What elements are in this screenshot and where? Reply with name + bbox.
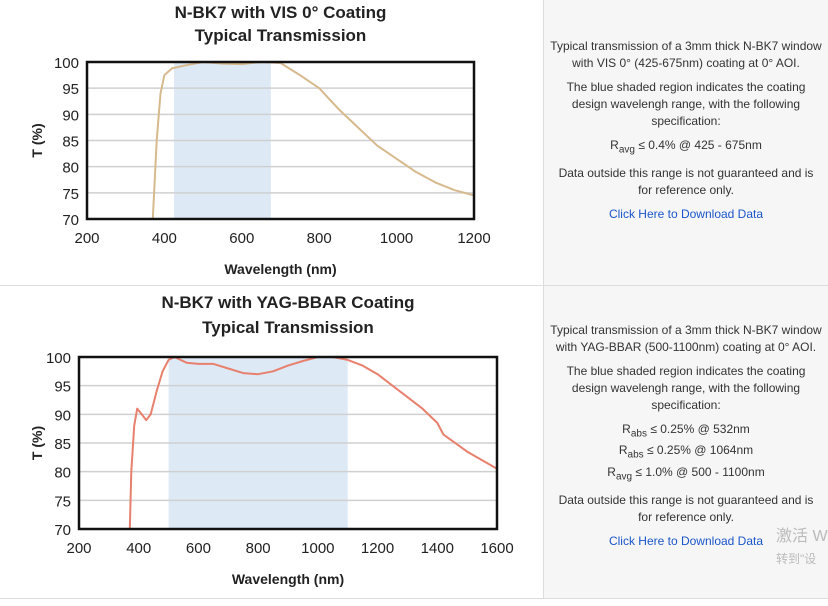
y-axis-label: T (%) bbox=[29, 123, 45, 157]
row-vis: N-BK7 with VIS 0° Coating Typical Transmi… bbox=[0, 0, 828, 286]
x-tick-label: 600 bbox=[229, 230, 254, 247]
y-tick-label: 100 bbox=[54, 55, 79, 72]
y-tick-label: 75 bbox=[62, 186, 79, 203]
chart-title: Typical Transmission bbox=[195, 26, 367, 45]
x-tick-label: 1200 bbox=[361, 540, 394, 557]
x-tick-label: 1000 bbox=[301, 540, 334, 557]
y-tick-label: 95 bbox=[54, 379, 71, 396]
spec-line: Ravg ≤ 1.0% @ 500 - 1100nm bbox=[607, 464, 765, 483]
y-tick-label: 85 bbox=[54, 436, 71, 453]
x-tick-label: 600 bbox=[186, 540, 211, 557]
spec-line: Rabs ≤ 0.25% @ 1064nm bbox=[618, 443, 754, 461]
transmission-curve bbox=[128, 356, 498, 530]
y-tick-label: 70 bbox=[54, 522, 71, 539]
x-tick-label: 1600 bbox=[480, 540, 513, 557]
x-tick-label: 400 bbox=[152, 230, 177, 247]
chart-title: N-BK7 with YAG-BBAR Coating bbox=[161, 293, 414, 312]
spec-line: Ravg ≤ 0.4% @ 425 - 675nm bbox=[610, 138, 762, 156]
y-tick-label: 80 bbox=[62, 160, 79, 177]
y-tick-label: 85 bbox=[62, 134, 79, 151]
plot-frame bbox=[77, 355, 499, 531]
shade-note: The blue shaded region indicates the coa… bbox=[566, 80, 806, 128]
x-tick-label: 800 bbox=[246, 540, 271, 557]
chart-yag: N-BK7 with YAG-BBAR Coating Typical Trans… bbox=[29, 293, 514, 587]
y-axis-label: T (%) bbox=[29, 426, 45, 460]
x-tick-label: 1200 bbox=[457, 230, 490, 247]
description: Typical transmission of a 3mm thick N-BK… bbox=[550, 323, 822, 354]
chart-title: Typical Transmission bbox=[202, 318, 374, 337]
info-panel-vis: Typical transmission of a 3mm thick N-BK… bbox=[543, 0, 828, 285]
download-data-link[interactable]: Click Here to Download Data bbox=[608, 534, 764, 549]
y-tick-label: 70 bbox=[62, 212, 79, 229]
disclaimer: Data outside this range is not guarantee… bbox=[558, 166, 814, 198]
download-data-link[interactable]: Click Here to Download Data bbox=[608, 207, 764, 222]
plot-frame bbox=[85, 60, 476, 221]
chart-title: N-BK7 with VIS 0° Coating bbox=[175, 3, 387, 22]
y-tick-label: 100 bbox=[46, 350, 71, 367]
row-yag: N-BK7 with YAG-BBAR Coating Typical Trans… bbox=[0, 286, 828, 599]
info-panel-yag: Typical transmission of a 3mm thick N-BK… bbox=[543, 286, 828, 598]
x-axis-label: Wavelength (nm) bbox=[232, 571, 344, 587]
disclaimer: Data outside this range is not guarantee… bbox=[558, 493, 814, 525]
x-tick-label: 1400 bbox=[421, 540, 454, 557]
x-axis-label: Wavelength (nm) bbox=[224, 261, 336, 277]
x-tick-label: 400 bbox=[126, 540, 151, 557]
x-tick-label: 200 bbox=[74, 230, 99, 247]
x-tick-label: 200 bbox=[66, 540, 91, 557]
y-tick-label: 90 bbox=[62, 107, 79, 124]
chart-vis: N-BK7 with VIS 0° Coating Typical Transmi… bbox=[29, 3, 491, 277]
y-tick-label: 80 bbox=[54, 465, 71, 482]
activation-watermark: 激活 W 转到"设 bbox=[776, 528, 828, 566]
x-tick-label: 1000 bbox=[380, 230, 413, 247]
y-tick-label: 90 bbox=[54, 407, 71, 424]
description: Typical transmission of a 3mm thick N-BK… bbox=[550, 39, 822, 70]
y-tick-label: 95 bbox=[62, 81, 79, 98]
y-tick-label: 75 bbox=[54, 493, 71, 510]
shade-note: The blue shaded region indicates the coa… bbox=[566, 364, 806, 412]
spec-line: Rabs ≤ 0.25% @ 532nm bbox=[622, 422, 750, 440]
x-tick-label: 800 bbox=[307, 230, 332, 247]
